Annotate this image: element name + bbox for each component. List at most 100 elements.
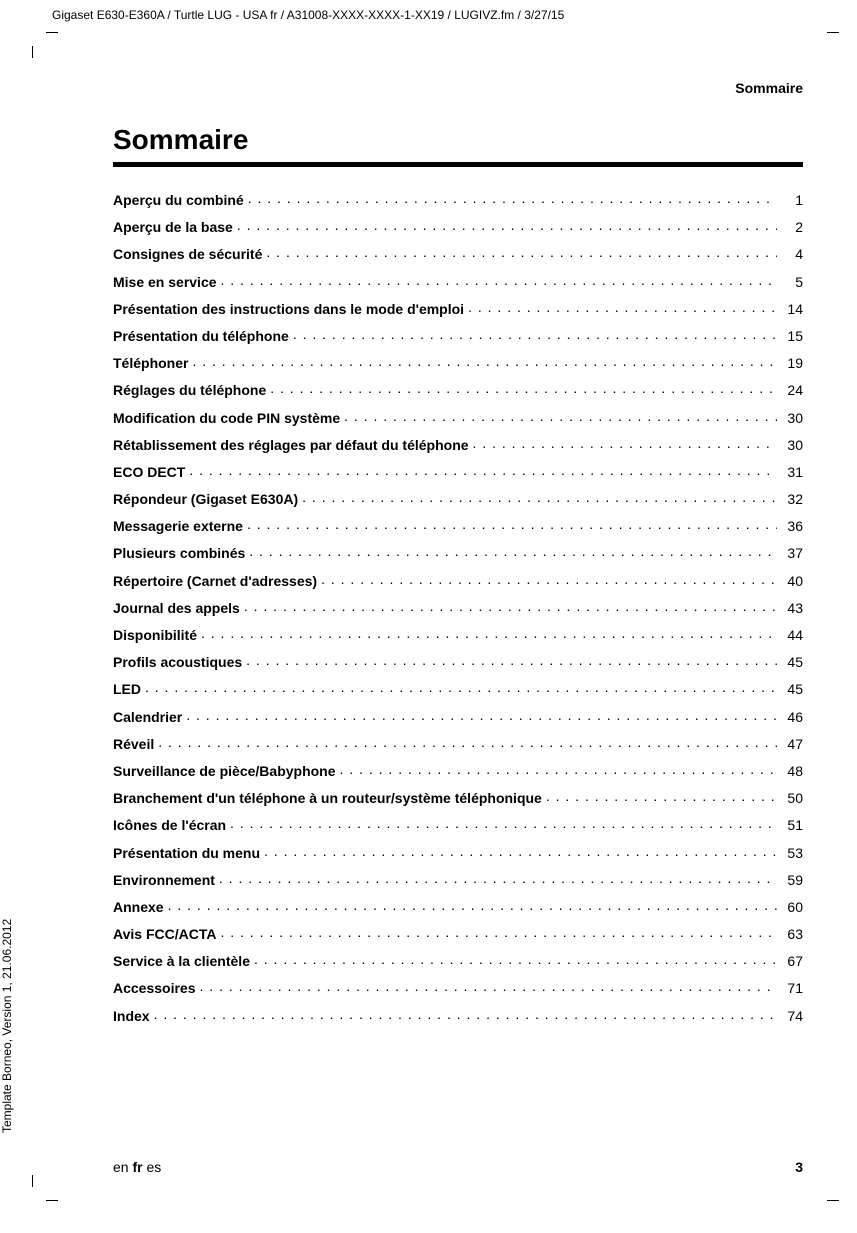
toc-page: 4	[781, 247, 803, 261]
toc-page: 5	[781, 275, 803, 289]
toc-row: Branchement d'un téléphone à un routeur/…	[113, 789, 803, 805]
page-title: Sommaire	[113, 124, 803, 156]
toc-label: Surveillance de pièce/Babyphone	[113, 764, 336, 778]
toc-page: 60	[781, 900, 803, 914]
toc-leader-dots	[264, 844, 777, 858]
toc-row: Plusieurs combinés 37	[113, 544, 803, 560]
toc-page: 14	[781, 302, 803, 316]
toc-leader-dots	[344, 409, 777, 423]
toc-label: Réveil	[113, 737, 154, 751]
toc-label: Branchement d'un téléphone à un routeur/…	[113, 791, 542, 805]
toc-row: Icônes de l'écran 51	[113, 816, 803, 832]
toc-row: Profils acoustiques 45	[113, 653, 803, 669]
toc-row: Disponibilité 44	[113, 626, 803, 642]
toc-leader-dots	[200, 979, 777, 993]
content-area: Sommaire Sommaire Aperçu du combiné 1Ape…	[113, 80, 803, 1034]
toc-label: Accessoires	[113, 981, 196, 995]
toc-label: Journal des appels	[113, 601, 240, 615]
toc-leader-dots	[254, 952, 777, 966]
toc-leader-dots	[321, 572, 777, 586]
toc-page: 43	[781, 601, 803, 615]
toc-page: 47	[781, 737, 803, 751]
toc-page: 37	[781, 546, 803, 560]
toc-leader-dots	[158, 735, 777, 749]
toc-label: Présentation du téléphone	[113, 329, 289, 343]
toc-page: 45	[781, 655, 803, 669]
toc-label: Aperçu de la base	[113, 220, 233, 234]
toc-label: Présentation du menu	[113, 846, 260, 860]
toc-label: Messagerie externe	[113, 519, 243, 533]
toc-leader-dots	[220, 925, 777, 939]
toc-leader-dots	[266, 245, 777, 259]
toc-leader-dots	[168, 898, 777, 912]
toc-label: Téléphoner	[113, 356, 188, 370]
toc-row: Aperçu du combiné 1	[113, 191, 803, 207]
toc-label: Répertoire (Carnet d'adresses)	[113, 574, 317, 588]
toc-label: Mise en service	[113, 275, 217, 289]
toc-row: Téléphoner 19	[113, 354, 803, 370]
toc-page: 50	[781, 791, 803, 805]
page: Gigaset E630-E360A / Turtle LUG - USA fr…	[0, 0, 857, 1233]
crop-mark	[32, 46, 33, 58]
toc-row: ECO DECT 31	[113, 463, 803, 479]
crop-mark	[46, 1200, 58, 1201]
toc-leader-dots	[468, 300, 777, 314]
toc-row: Calendrier 46	[113, 708, 803, 724]
toc-page: 71	[781, 981, 803, 995]
toc-leader-dots	[244, 599, 777, 613]
toc-row: Accessoires 71	[113, 979, 803, 995]
toc-label: Aperçu du combiné	[113, 193, 244, 207]
toc-page: 59	[781, 873, 803, 887]
toc-label: Réglages du téléphone	[113, 383, 266, 397]
toc-page: 36	[781, 519, 803, 533]
toc-row: Présentation du téléphone15	[113, 327, 803, 343]
toc-label: LED	[113, 682, 141, 696]
toc-row: Journal des appels 43	[113, 599, 803, 615]
toc-page: 30	[781, 411, 803, 425]
footer-page-number: 3	[795, 1159, 803, 1175]
toc-page: 44	[781, 628, 803, 642]
toc-page: 32	[781, 492, 803, 506]
toc-label: Modification du code PIN système	[113, 411, 340, 425]
toc-label: Répondeur (Gigaset E630A)	[113, 492, 298, 506]
toc-row: Mise en service 5	[113, 273, 803, 289]
toc-leader-dots	[246, 653, 777, 667]
toc-label: Disponibilité	[113, 628, 197, 642]
toc-row: Répertoire (Carnet d'adresses) 40	[113, 572, 803, 588]
toc-page: 31	[781, 465, 803, 479]
toc-label: Consignes de sécurité	[113, 247, 262, 261]
toc-row: Consignes de sécurité 4	[113, 245, 803, 261]
toc-page: 46	[781, 710, 803, 724]
sidebar-template-info: Template Borneo, Version 1, 21.06.2012	[0, 919, 14, 1133]
table-of-contents: Aperçu du combiné 1 Aperçu de la base2 Con…	[113, 191, 803, 1023]
toc-row: Messagerie externe 36	[113, 517, 803, 533]
crop-mark	[827, 32, 839, 33]
toc-leader-dots	[270, 381, 777, 395]
toc-row: Modification du code PIN système 30	[113, 409, 803, 425]
toc-row: Présentation du menu 53	[113, 844, 803, 860]
header-path: Gigaset E630-E360A / Turtle LUG - USA fr…	[52, 8, 564, 22]
toc-page: 67	[781, 954, 803, 968]
toc-label: Plusieurs combinés	[113, 546, 245, 560]
toc-label: Avis FCC/ACTA	[113, 927, 216, 941]
toc-row: Répondeur (Gigaset E630A) 32	[113, 490, 803, 506]
toc-leader-dots	[237, 218, 777, 232]
toc-leader-dots	[219, 871, 777, 885]
lang-en: en	[113, 1159, 132, 1175]
toc-page: 48	[781, 764, 803, 778]
toc-leader-dots	[189, 463, 777, 477]
running-head: Sommaire	[113, 80, 803, 96]
toc-page: 30	[781, 438, 803, 452]
toc-row: Annexe60	[113, 898, 803, 914]
toc-label: Profils acoustiques	[113, 655, 242, 669]
toc-page: 74	[781, 1009, 803, 1023]
toc-leader-dots	[249, 544, 777, 558]
toc-row: Aperçu de la base2	[113, 218, 803, 234]
toc-label: Présentation des instructions dans le mo…	[113, 302, 464, 316]
toc-row: Réglages du téléphone 24	[113, 381, 803, 397]
lang-fr: fr	[132, 1159, 142, 1175]
toc-page: 63	[781, 927, 803, 941]
toc-page: 24	[781, 383, 803, 397]
toc-leader-dots	[248, 191, 777, 205]
toc-label: Index	[113, 1009, 150, 1023]
